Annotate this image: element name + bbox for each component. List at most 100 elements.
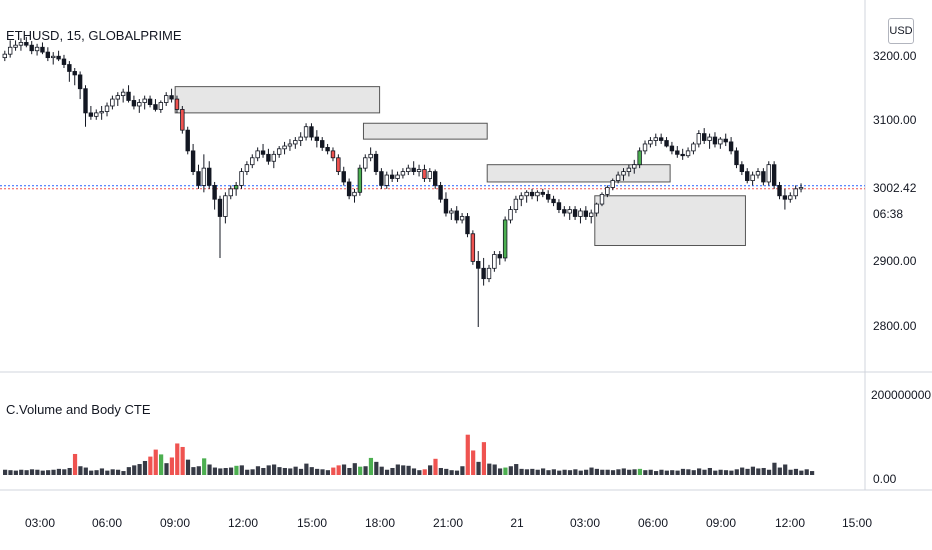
candle-body (384, 174, 389, 186)
bar-countdown-label: 06:38 (873, 207, 903, 221)
candle-body (777, 185, 782, 197)
candle-body (276, 148, 282, 155)
volume-bar (465, 434, 470, 475)
candle-body (712, 136, 718, 145)
candle-body (761, 171, 766, 183)
currency-button[interactable]: USD (888, 18, 914, 44)
candle-body (158, 102, 164, 110)
candle-body (395, 174, 400, 179)
volume-bar (325, 470, 330, 475)
candle-body (169, 95, 174, 100)
candle-body (239, 171, 244, 186)
volume-bar (557, 470, 562, 475)
candle-body (615, 174, 621, 181)
volume-bar (266, 465, 271, 475)
volume-bar (196, 466, 201, 475)
volume-bar (729, 470, 734, 475)
volume-bar (56, 468, 61, 475)
candle-body (336, 157, 341, 172)
candle-body (750, 174, 755, 181)
candle-body (788, 195, 793, 200)
volume-bar (261, 467, 266, 475)
volume-bar (514, 464, 519, 475)
candle-body (94, 112, 99, 117)
volume-bar (8, 470, 13, 475)
volume-bar (600, 469, 605, 475)
candle-body (594, 203, 599, 214)
volume-bar (175, 443, 180, 475)
volume-bar (616, 469, 621, 475)
candle-body (702, 133, 707, 141)
candle-body (621, 171, 626, 176)
volume-bar (105, 470, 110, 475)
volume-bar (304, 463, 309, 475)
candle-body (540, 191, 545, 195)
volume-bar (121, 471, 126, 475)
time-tick: 09:00 (706, 516, 736, 530)
candle-body (610, 180, 615, 188)
volume-bar (148, 456, 153, 475)
candle-body (298, 136, 303, 141)
volume-bar (277, 467, 282, 475)
volume-bar (761, 467, 766, 475)
volume-bar (191, 467, 196, 475)
time-tick: 21 (510, 516, 524, 530)
volume-bar (51, 469, 56, 475)
candle-body (626, 167, 632, 172)
candle-body (115, 95, 120, 100)
volume-bar (40, 470, 45, 475)
candle-body (147, 98, 153, 105)
volume-bar (621, 468, 626, 475)
candle-body (40, 46, 45, 53)
volume-bar (454, 470, 460, 475)
candle-body (131, 100, 137, 107)
candle-body (556, 202, 562, 210)
symbol-title: ETHUSD, 15, GLOBALPRIME (6, 28, 182, 43)
candle-body (755, 171, 761, 176)
volume-bar (132, 465, 137, 475)
candle-body (223, 195, 228, 217)
candle-body (29, 44, 34, 52)
candle-body (680, 153, 685, 157)
candle-body (481, 267, 486, 280)
volume-bar (530, 468, 535, 475)
volume-bar (298, 468, 304, 475)
volume-bar (320, 469, 325, 475)
volume-bar (347, 467, 352, 475)
candle-body (271, 153, 276, 162)
time-tick: 15:00 (297, 516, 327, 530)
candle-body (675, 150, 680, 155)
volume-bar (19, 469, 24, 475)
candle-body (642, 143, 648, 152)
volume-bar (487, 463, 492, 475)
volume-bar (449, 470, 454, 475)
candle-body (739, 164, 745, 172)
candle-body (664, 140, 669, 147)
volume-bar (72, 453, 78, 475)
volume-bar (497, 468, 503, 475)
candle-body (578, 210, 583, 217)
volume-bar (713, 470, 718, 475)
volume-bar (766, 469, 772, 475)
candle-body (104, 105, 110, 112)
candle-body (72, 71, 77, 76)
volume-bar (169, 457, 174, 475)
volume-bar (239, 465, 244, 475)
candle-body (529, 191, 535, 197)
candle-body (793, 188, 798, 197)
time-axis[interactable]: 03:00 06:00 09:00 12:00 15:00 18:00 21:0… (25, 516, 872, 530)
volume-bar (272, 464, 277, 475)
candle-body (320, 140, 325, 148)
volume-axis-tick: 200000000.00 (871, 388, 932, 402)
candle-body (632, 164, 637, 169)
time-tick: 15:00 (842, 516, 872, 530)
volume-bar (627, 469, 632, 475)
candle-body (782, 195, 788, 200)
candle-body (244, 164, 250, 172)
price-axis[interactable]: 3200.00 3100.00 2900.00 2800.00 3002.42 … (873, 49, 917, 333)
current-price-label: 3002.42 (873, 181, 917, 195)
volume-bar (471, 450, 476, 475)
volume-bar (126, 467, 131, 475)
volume-bar (358, 466, 363, 475)
